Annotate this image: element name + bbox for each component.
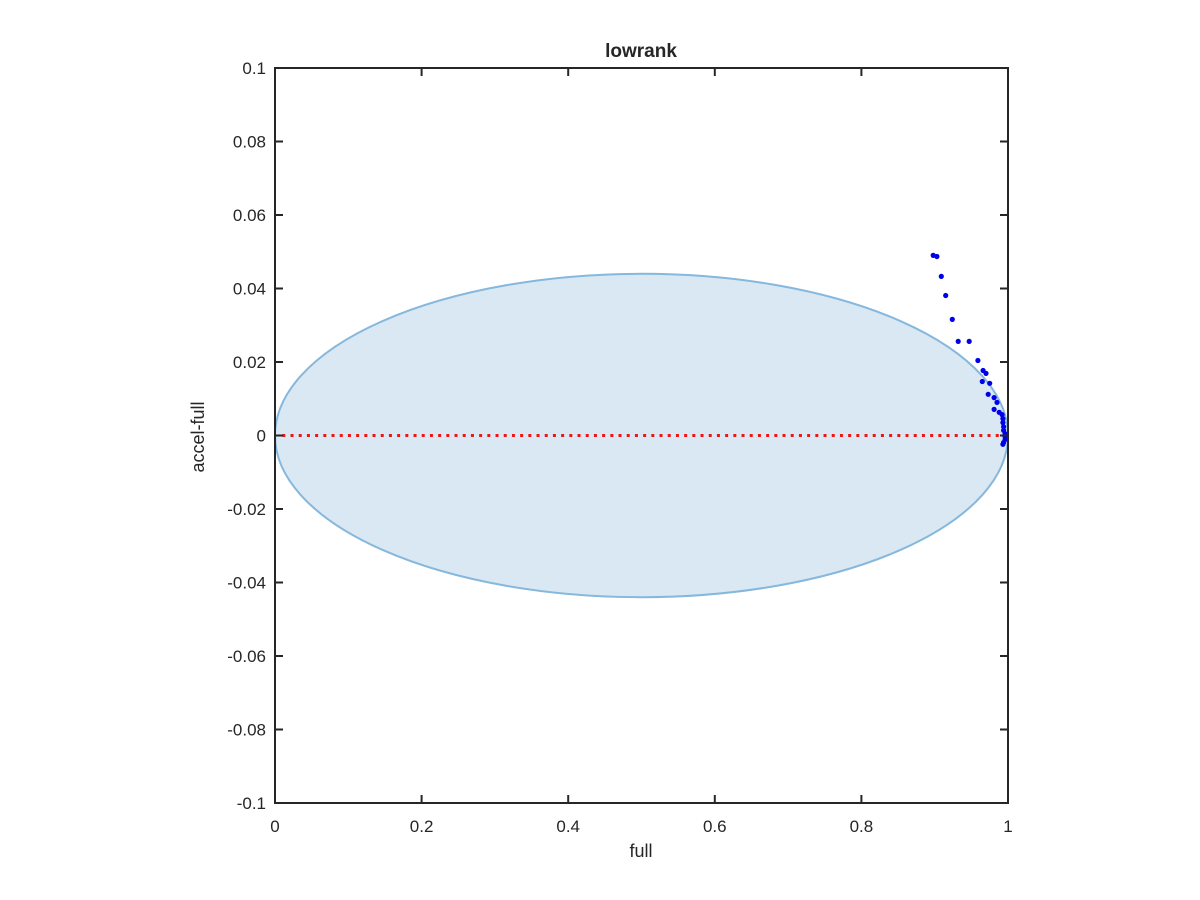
y-tick-label: -0.1 (237, 794, 266, 813)
scatter-point (991, 406, 997, 412)
scatter-point (987, 380, 993, 386)
scatter-point (955, 338, 961, 344)
y-tick-label: 0.1 (242, 59, 266, 78)
y-tick-label: 0.08 (233, 133, 266, 152)
x-axis-label: full (629, 841, 652, 861)
y-tick-label: -0.06 (227, 647, 266, 666)
scatter-point (934, 253, 940, 260)
scatter-point (999, 412, 1005, 418)
scatter-point (1001, 424, 1007, 430)
x-tick-label: 0.6 (703, 817, 727, 836)
x-tick-label: 0 (270, 817, 279, 836)
y-tick-label: 0.02 (233, 353, 266, 372)
y-tick-label: -0.08 (227, 721, 266, 740)
x-tick-label: 0.2 (410, 817, 434, 836)
x-tick-label: 1 (1003, 817, 1012, 836)
scatter-point (938, 273, 944, 279)
scatter-point (1000, 441, 1006, 447)
y-axis-label: accel-full (188, 401, 208, 472)
chart-title: lowrank (605, 41, 677, 62)
scatter-point (966, 338, 972, 344)
scatter-point (943, 292, 949, 299)
scatter-point (949, 316, 955, 322)
scatter-point (994, 399, 1000, 405)
scatter-point (991, 395, 997, 401)
scatter-point (1000, 420, 1006, 426)
y-tick-label: -0.04 (227, 574, 266, 593)
x-tick-label: 0.8 (850, 817, 874, 836)
axis-ticks (274, 67, 1009, 804)
scatter-point (985, 391, 991, 397)
axis-tick-labels: 0 0.2 0.4 0.6 0.8 1 0.1 0.08 0.06 0.04 0.02 0 -0.02 -… (227, 59, 1012, 836)
scatter-point (1000, 416, 1006, 422)
y-tick-label: 0 (257, 427, 266, 446)
y-tick-label: 0.04 (233, 280, 266, 299)
scatter-point (975, 357, 981, 364)
y-tick-label: -0.02 (227, 500, 266, 519)
y-tick-label: 0.06 (233, 206, 266, 225)
scatter-series (930, 252, 1008, 447)
x-tick-label: 0.4 (556, 817, 580, 836)
scatter-point (979, 378, 985, 385)
scatter-point (983, 370, 989, 376)
